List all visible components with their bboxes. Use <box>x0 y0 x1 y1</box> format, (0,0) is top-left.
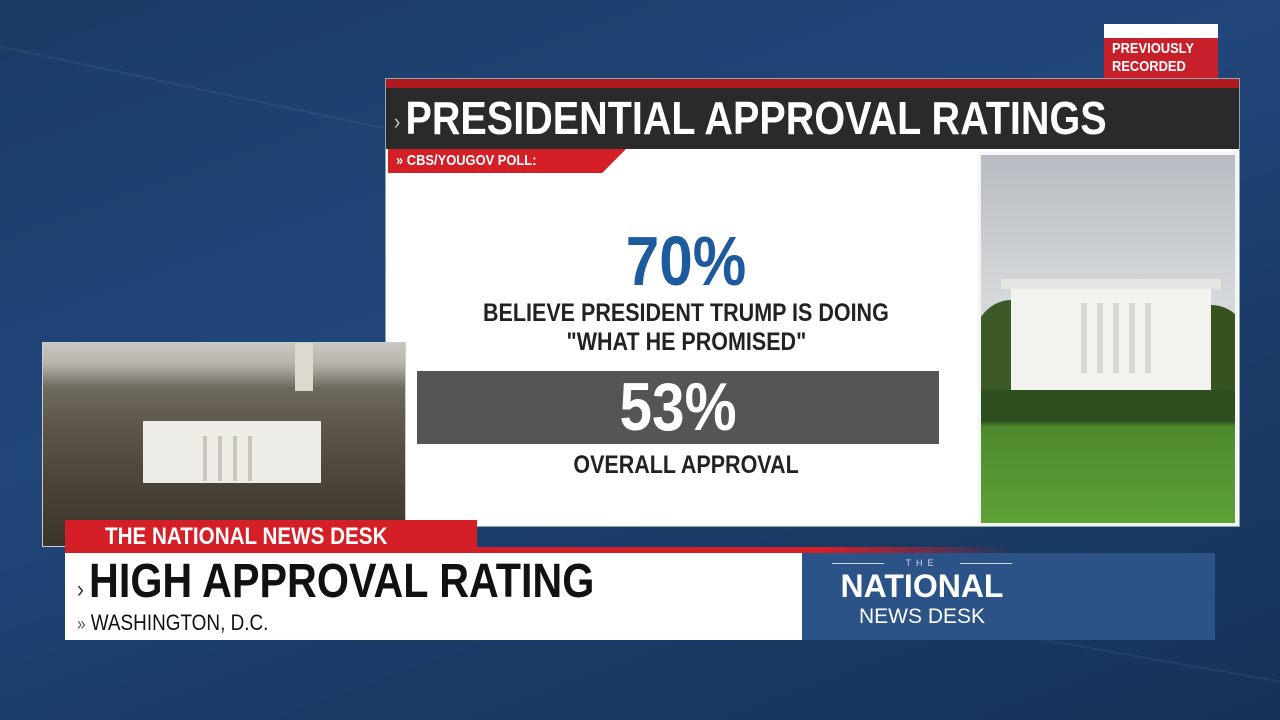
lower-third-accent-line <box>65 547 1015 553</box>
badge-text: PREVIOUSLY RECORDED <box>1112 40 1194 75</box>
location: » WASHINGTON, D.C. <box>77 610 300 637</box>
graphic-title-bar: › PRESIDENTIAL APPROVAL RATINGS <box>386 88 1239 149</box>
stat-53-label: OVERALL APPROVAL <box>573 451 799 479</box>
logo-the: THE <box>832 558 1012 569</box>
chevron-right-icon: › <box>77 576 84 603</box>
headline-text: HIGH APPROVAL RATING <box>89 555 595 608</box>
lower-third-tab: THE NATIONAL NEWS DESK <box>65 520 477 553</box>
source-tag: » CBS/YOUGOV POLL: <box>388 149 626 173</box>
location-text: WASHINGTON, D.C. <box>90 610 269 635</box>
stat-53-bar: 53% <box>417 371 939 444</box>
graphic-title: PRESIDENTIAL APPROVAL RATINGS <box>405 92 1107 144</box>
stat-70-label: BELIEVE PRESIDENT TRUMP IS DOING "WHAT H… <box>386 299 986 357</box>
stat-70-label-line1: BELIEVE PRESIDENT TRUMP IS DOING <box>483 299 889 327</box>
logo-national: NATIONAL <box>840 568 1004 604</box>
headline: › HIGH APPROVAL RATING <box>77 557 679 615</box>
stat-70-value: 70% <box>625 222 747 300</box>
double-chevron-icon: » <box>77 614 86 634</box>
previously-recorded-badge: PREVIOUSLY RECORDED <box>1104 24 1218 78</box>
stat-70-label-line2: "WHAT HE PROMISED" <box>566 328 806 356</box>
approval-graphic: › PRESIDENTIAL APPROVAL RATINGS » CBS/YOU… <box>385 78 1240 527</box>
chevron-right-icon: › <box>394 109 401 135</box>
source-tag-text: CBS/YOUGOV POLL: <box>406 152 537 169</box>
aerial-white-house-photo <box>42 342 406 547</box>
stat-53-value: 53% <box>619 369 737 445</box>
logo-news-desk: NEWS DESK <box>858 605 986 628</box>
white-house-photo <box>978 152 1238 526</box>
lower-third: › HIGH APPROVAL RATING » WASHINGTON, D.C. <box>65 553 802 640</box>
national-news-desk-logo: THE NATIONAL NEWS DESK <box>802 553 1215 640</box>
